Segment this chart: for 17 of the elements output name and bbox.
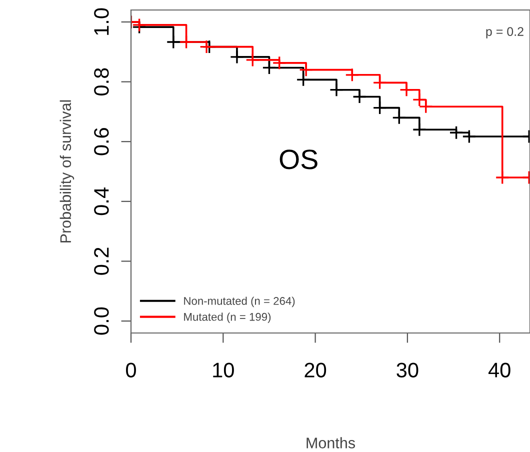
y-tick-label: 0.0 <box>94 307 109 335</box>
x-tick-label: 20 <box>304 362 326 378</box>
x-tick-label: 10 <box>213 362 234 378</box>
x-tick-label: 0 <box>126 362 136 378</box>
legend-label: Non-mutated (n = 264) <box>184 296 295 308</box>
y-tick-label: 0.4 <box>94 188 109 216</box>
x-axis-title: Months <box>306 437 355 448</box>
x-tick-label: 40 <box>488 362 510 378</box>
y-tick-label: 1.0 <box>94 8 109 35</box>
x-tick-label: 30 <box>396 362 418 378</box>
y-tick-label: 0.6 <box>94 128 109 156</box>
y-tick-label: 0.8 <box>94 68 109 96</box>
y-axis-title: Probability of survival <box>60 100 74 242</box>
annotation: OS <box>280 150 318 170</box>
legend-label: Mutated (n = 199) <box>184 312 271 323</box>
annotation: p = 0.2 <box>486 27 524 38</box>
y-tick-label: 0.2 <box>94 248 109 275</box>
